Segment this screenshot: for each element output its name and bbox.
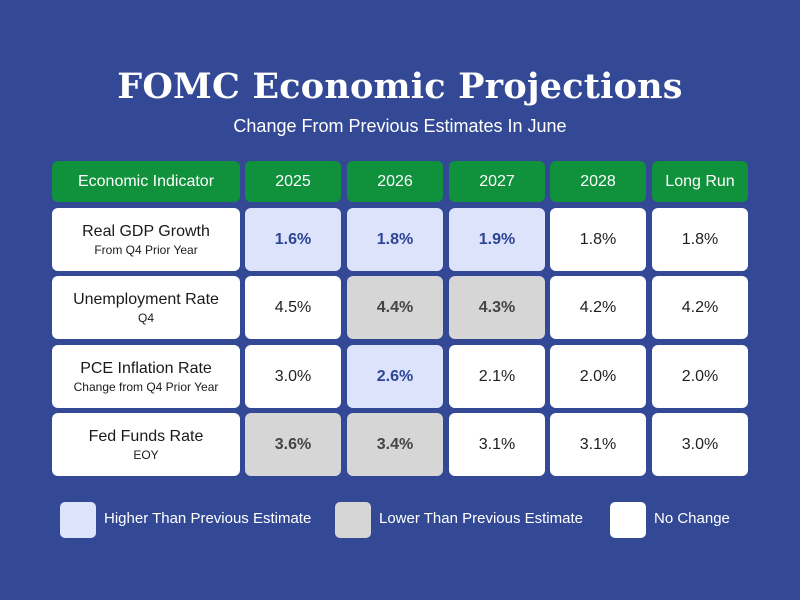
value-cell-pce-inflation-rate-long-run: 2.0%	[652, 345, 748, 408]
row-header-unemployment-rate: Unemployment Rate Q4	[52, 276, 240, 339]
value-cell-fed-funds-rate-2027: 3.1%	[449, 413, 545, 476]
value-cell-unemployment-rate-2028: 4.2%	[550, 276, 646, 339]
row-header-pce-inflation-rate: PCE Inflation Rate Change from Q4 Prior Y…	[52, 345, 240, 408]
indicator-name: PCE Inflation Rate	[80, 359, 212, 377]
legend-swatch-higher	[60, 502, 96, 538]
indicator-basis: Change from Q4 Prior Year	[73, 379, 219, 394]
value-cell-pce-inflation-rate-2025: 3.0%	[245, 345, 341, 408]
column-header-economic-indicator: Economic Indicator	[52, 161, 240, 202]
page-subtitle: Change From Previous Estimates In June	[233, 116, 567, 136]
value-cell-real-gdp-growth-long-run: 1.8%	[652, 208, 748, 271]
indicator-basis: Q4	[137, 310, 154, 325]
value-cell-fed-funds-rate-long-run: 3.0%	[652, 413, 748, 476]
value-cell-real-gdp-growth-2026: 1.8%	[347, 208, 443, 271]
indicator-basis: From Q4 Prior Year	[94, 242, 198, 257]
page-title: FOMC Economic Projections	[117, 66, 683, 107]
value-cell-unemployment-rate-2025: 4.5%	[245, 276, 341, 339]
row-header-real-gdp-growth: Real GDP Growth From Q4 Prior Year	[52, 208, 240, 271]
value-cell-pce-inflation-rate-2027: 2.1%	[449, 345, 545, 408]
column-header-long-run: Long Run	[652, 161, 748, 202]
value-cell-real-gdp-growth-2027: 1.9%	[449, 208, 545, 271]
indicator-name: Fed Funds Rate	[88, 427, 204, 445]
indicator-name: Unemployment Rate	[73, 290, 219, 308]
value-cell-fed-funds-rate-2025: 3.6%	[245, 413, 341, 476]
value-cell-real-gdp-growth-2028: 1.8%	[550, 208, 646, 271]
value-cell-fed-funds-rate-2028: 3.1%	[550, 413, 646, 476]
legend-label-lower: Lower Than Previous Estimate	[379, 510, 583, 527]
column-header-2028: 2028	[550, 161, 646, 202]
column-header-2026: 2026	[347, 161, 443, 202]
value-cell-unemployment-rate-long-run: 4.2%	[652, 276, 748, 339]
legend-swatch-lower	[335, 502, 371, 538]
column-header-2027: 2027	[449, 161, 545, 202]
indicator-basis: EOY	[133, 447, 159, 462]
legend-label-higher: Higher Than Previous Estimate	[104, 510, 312, 527]
value-cell-pce-inflation-rate-2026: 2.6%	[347, 345, 443, 408]
value-cell-real-gdp-growth-2025: 1.6%	[245, 208, 341, 271]
value-cell-unemployment-rate-2026: 4.4%	[347, 276, 443, 339]
row-header-fed-funds-rate: Fed Funds Rate EOY	[52, 413, 240, 476]
legend-swatch-same	[610, 502, 646, 538]
value-cell-unemployment-rate-2027: 4.3%	[449, 276, 545, 339]
value-cell-pce-inflation-rate-2028: 2.0%	[550, 345, 646, 408]
indicator-name: Real GDP Growth	[82, 222, 210, 240]
legend-label-same: No Change	[654, 510, 730, 527]
column-header-2025: 2025	[245, 161, 341, 202]
value-cell-fed-funds-rate-2026: 3.4%	[347, 413, 443, 476]
